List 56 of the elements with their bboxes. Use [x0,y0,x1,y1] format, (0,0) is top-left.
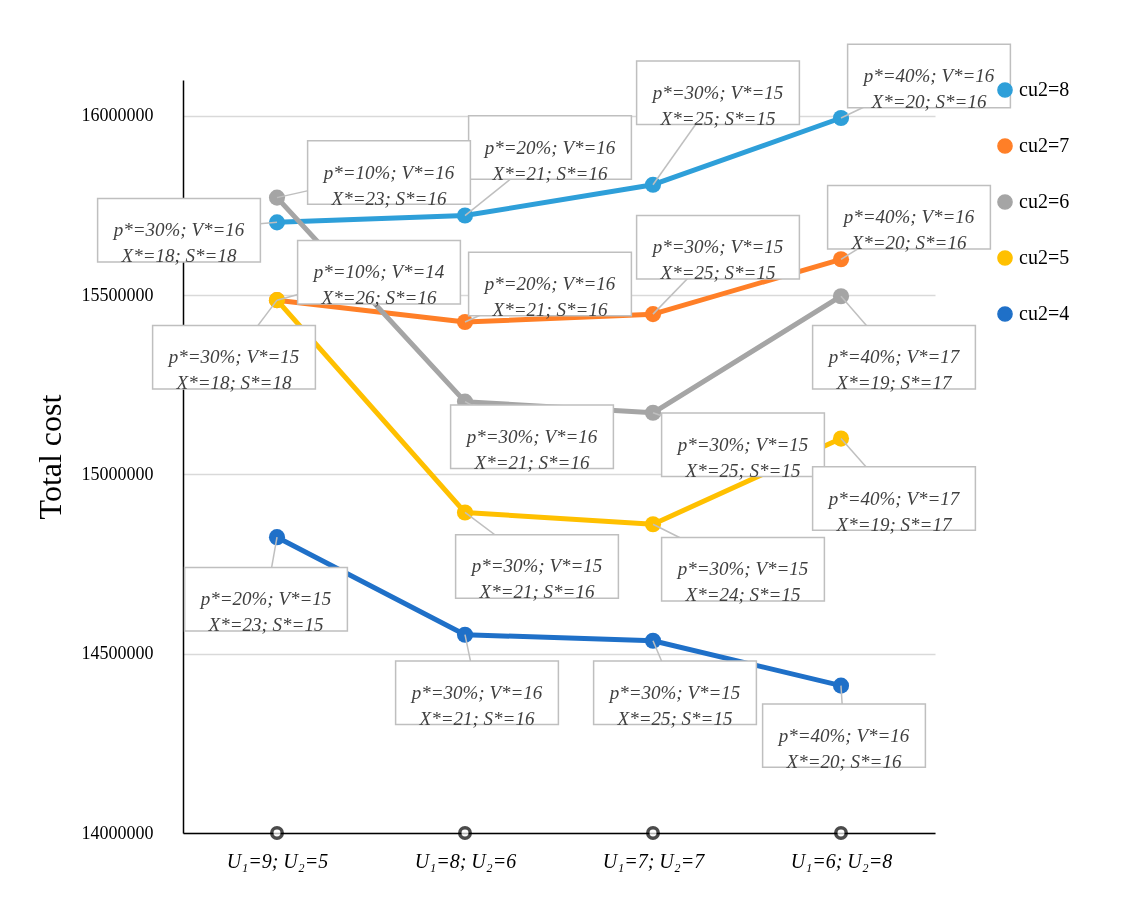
y-tick-label: 15000000 [81,463,154,484]
y-tick-label: 14500000 [81,643,154,664]
annotation: p*=30%; V*=15 X*=25; S*=15 [675,433,809,481]
annotation: p*=30%; V*=16 X*=21; S*=16 [464,425,598,473]
annotation: p*=30%; V*=15 X*=25; S*=15 [607,681,741,729]
point [270,826,284,840]
point [646,826,660,840]
y-axis-title: Total cost [31,394,68,520]
point [644,632,662,649]
point [834,826,848,840]
x-tick-label: U₁=6; U₂=8 [790,849,893,872]
point [644,516,662,533]
legend-label: cu2=6 [1019,190,1070,212]
annotation: p*=30%; V*=15 X*=18; S*=18 [166,346,300,394]
annotation: p*=20%; V*=16 X*=21; S*=16 [482,136,616,184]
point [456,207,474,224]
legend-label: cu2=8 [1019,78,1070,100]
point [458,826,472,840]
point [268,529,286,546]
point [456,313,474,331]
annotation: p*=30%; V*=15 X*=25; S*=15 [650,81,784,129]
x-tick-label: U₁=9; U₂=5 [226,849,329,872]
legend-label: cu2=4 [1019,302,1070,324]
y-tick-label: 15500000 [81,284,154,305]
annotation: p*=10%; V*=14 X*=26; S*=16 [311,261,445,309]
point [644,404,662,421]
point [644,176,662,193]
legend-label: cu2=5 [1019,246,1070,268]
annotation: p*=40%; V*=16 X*=20; S*=16 [861,65,995,113]
point [832,251,850,268]
annotation: p*=40%; V*=16 X*=20; S*=16 [841,206,975,254]
point [268,214,286,231]
point [832,109,850,127]
point [832,430,850,447]
annotation: p*=30%; V*=16 X*=18; S*=18 [111,219,245,267]
annotation: p*=40%; V*=16 X*=20; S*=16 [776,724,910,772]
annotation: p*=40%; V*=17 X*=19; S*=17 [826,487,961,535]
annotation: p*=30%; V*=15 X*=24; S*=15 [675,558,809,606]
legend-label: cu2=7 [1019,134,1070,156]
annotation: p*=20%; V*=16 X*=21; S*=16 [482,273,616,321]
annotation: p*=10%; V*=16 X*=23; S*=16 [321,161,455,209]
point [456,504,474,521]
annotation: p*=30%; V*=16 X*=21; S*=16 [409,681,543,729]
y-tick-label: 14000000 [81,822,154,843]
point [644,306,662,323]
y-tick-label: 16000000 [81,105,154,126]
annotation: p*=30%; V*=15 X*=25; S*=15 [650,236,784,284]
annotation: p*=30%; V*=15 X*=21; S*=16 [469,555,603,603]
annotation: p*=20%; V*=15 X*=23; S*=15 [198,588,332,636]
x-tick-label: U₁=7; U₂=7 [602,849,706,872]
annotation: p*=40%; V*=17 X*=19; S*=17 [826,346,961,394]
point [832,677,850,694]
point [268,189,286,206]
point [832,288,850,305]
x-tick-label: U₁=8; U₂=6 [414,849,517,872]
point [456,626,474,643]
